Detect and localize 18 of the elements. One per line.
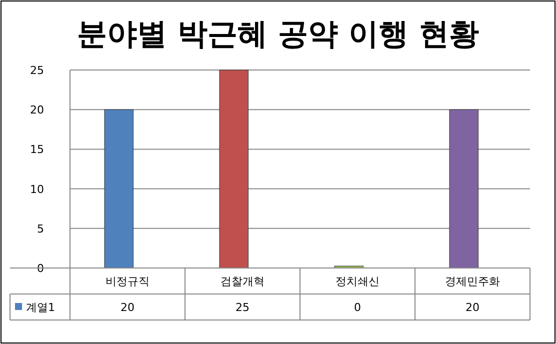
legend-label: 계열1 — [26, 301, 55, 314]
y-tick-label: 25 — [30, 64, 44, 77]
bar — [449, 109, 478, 268]
data-label: 25 — [236, 301, 250, 314]
bar — [104, 109, 134, 268]
chart-title: 분야별 박근혜 공약 이행 현황 — [77, 17, 479, 52]
x-tick-label: 비정규직 — [106, 275, 150, 288]
x-tick-label: 경제민주화 — [445, 275, 500, 288]
data-label: 0 — [354, 301, 361, 314]
y-tick-label: 10 — [30, 182, 44, 196]
y-tick-label: 15 — [30, 143, 44, 156]
data-label: 20 — [466, 301, 480, 314]
data-label: 20 — [120, 301, 134, 314]
x-tick-label: 검찰개혁 — [220, 275, 264, 288]
bar — [219, 70, 248, 268]
x-tick-label: 정치쇄신 — [336, 275, 380, 288]
y-tick-label: 20 — [30, 104, 44, 117]
y-tick-label: 5 — [37, 222, 44, 236]
